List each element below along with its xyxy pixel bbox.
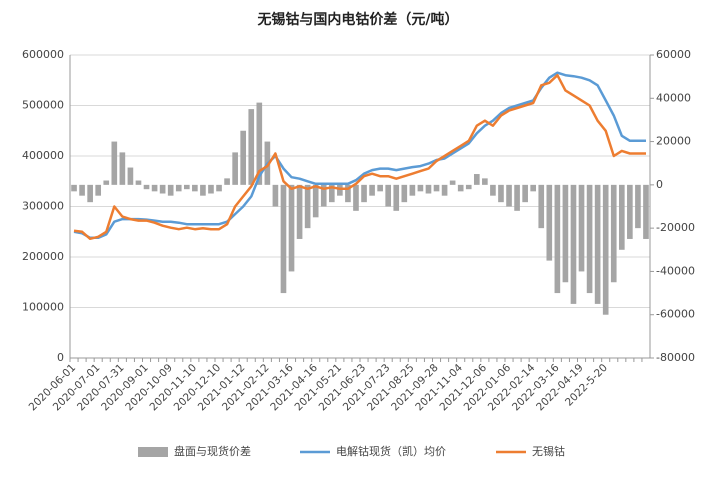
bar [417, 184, 424, 192]
bar [95, 184, 102, 196]
chart-title: 无锡钴与国内电钴价差（元/吨） [256, 11, 458, 28]
bar [304, 184, 311, 229]
bar [353, 184, 359, 211]
bar [627, 184, 633, 239]
bar [618, 184, 625, 250]
bar [183, 184, 190, 190]
bar [369, 184, 375, 196]
y-tick-label: 600000 [22, 48, 64, 61]
legend-label: 盘面与现货价差 [174, 444, 251, 458]
bar [143, 184, 150, 190]
bar [377, 184, 383, 192]
bar [409, 184, 416, 196]
y-tick-label: 300000 [22, 200, 64, 213]
bar [151, 184, 158, 192]
bar [578, 184, 585, 272]
bar [175, 184, 182, 192]
bar [586, 184, 593, 294]
legend-label: 电解钴现货（凯）均价 [336, 444, 446, 458]
bar [208, 184, 214, 194]
bar [514, 184, 520, 211]
bar [562, 184, 569, 283]
bar [530, 184, 537, 192]
bar [248, 109, 255, 185]
legend-label: 无锡钴 [532, 444, 565, 458]
y2-tick-label: 40000 [656, 91, 691, 104]
bar [288, 184, 295, 272]
bar [482, 178, 488, 185]
bar [538, 184, 545, 229]
bar [280, 184, 287, 294]
bar [71, 184, 77, 192]
bar [570, 184, 577, 304]
bar [457, 184, 464, 192]
bar [256, 102, 263, 185]
bar [135, 180, 142, 185]
bar [594, 184, 601, 304]
bar [473, 174, 480, 185]
bar [602, 184, 609, 315]
y2-tick-label: -20000 [656, 221, 695, 234]
bar [79, 184, 85, 196]
bar [167, 184, 174, 196]
bar [328, 184, 335, 203]
bar [240, 130, 247, 185]
y-tick-label: 200000 [22, 250, 64, 263]
bar [546, 184, 553, 261]
y-tick-label: 500000 [22, 99, 64, 112]
bar [159, 184, 166, 194]
bar [498, 184, 504, 203]
bar [385, 184, 392, 207]
bar [643, 184, 649, 239]
bar [425, 184, 432, 194]
bar [635, 184, 641, 229]
bar [312, 184, 319, 218]
bar [224, 178, 230, 185]
bar [449, 180, 456, 185]
bar [465, 184, 472, 190]
line [73, 73, 646, 241]
bar [554, 184, 561, 294]
bar [345, 184, 351, 203]
bar [119, 152, 126, 185]
bar [506, 184, 512, 207]
y-tick-label: 100000 [22, 301, 64, 314]
y2-tick-label: -40000 [656, 264, 695, 277]
y2-tick-label: -80000 [656, 351, 695, 364]
y2-tick-label: 0 [656, 178, 663, 191]
bar [296, 184, 303, 239]
bar [490, 184, 496, 196]
bar [272, 184, 279, 207]
y2-tick-label: -60000 [656, 308, 695, 321]
y-tick-label: 0 [57, 351, 64, 364]
bar [610, 184, 617, 283]
bar [361, 184, 367, 203]
bar [216, 184, 222, 192]
bar [111, 141, 118, 185]
bar [393, 184, 400, 211]
y2-tick-label: 20000 [656, 135, 691, 148]
bar [401, 184, 408, 203]
y2-tick-label: 60000 [656, 48, 691, 61]
bar [103, 180, 110, 185]
bar [127, 167, 134, 185]
bar [192, 184, 198, 192]
legend-swatch [138, 447, 168, 457]
bar [441, 184, 448, 196]
bar [232, 152, 238, 185]
bar [337, 184, 343, 196]
bar [200, 184, 206, 196]
bar [433, 184, 440, 192]
bar [320, 184, 327, 207]
line [73, 71, 646, 240]
y-tick-label: 400000 [22, 149, 64, 162]
bar [522, 184, 528, 203]
bar [87, 184, 93, 203]
